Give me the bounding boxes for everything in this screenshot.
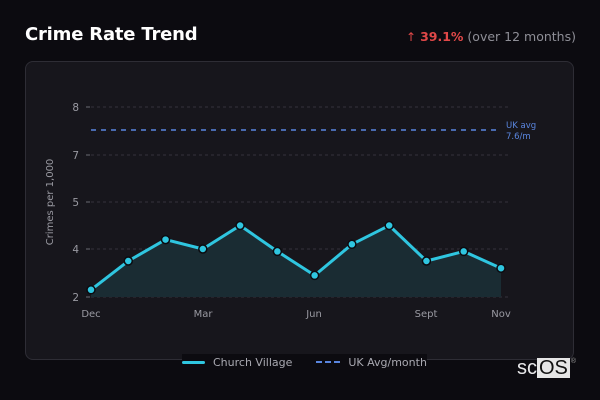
scos-logo: sc OS ®: [517, 358, 576, 378]
svg-text:5: 5: [72, 197, 79, 209]
change-summary: ↑ 39.1% (over 12 months): [406, 29, 576, 44]
data-point-nov[interactable]: [496, 263, 506, 273]
registered-mark-icon: ®: [570, 358, 577, 365]
data-point-jun[interactable]: [309, 270, 320, 281]
legend-item-church-village[interactable]: Church Village: [182, 356, 292, 369]
legend-label: Church Village: [213, 355, 293, 369]
legend-item-uk-avg[interactable]: UK Avg/month: [316, 356, 427, 369]
svg-text:8: 8: [72, 102, 79, 114]
logo-text-highlight: OS: [537, 357, 570, 379]
svg-text:4: 4: [72, 244, 79, 256]
data-point-may[interactable]: [272, 246, 283, 257]
logo-text: sc: [517, 357, 537, 379]
data-point-jul[interactable]: [347, 239, 357, 250]
y-axis-ticks: 2 4 5 7 8: [72, 102, 90, 304]
uk-avg-annotation-value: 7.6/m: [506, 132, 531, 142]
y-axis-label: Crimes per 1,000: [45, 159, 56, 246]
data-point-sept[interactable]: [421, 256, 432, 266]
data-point-feb[interactable]: [160, 234, 171, 245]
page-title: Crime Rate Trend: [25, 24, 198, 45]
chart-legend: Church Village UK Avg/month: [182, 354, 427, 370]
svg-text:Jun: Jun: [305, 309, 322, 320]
series-area-fill: [91, 225, 501, 297]
series-line-church-village: [90, 224, 502, 291]
change-percent: 39.1%: [420, 29, 464, 44]
data-point-mar[interactable]: [198, 244, 208, 254]
svg-text:Sept: Sept: [415, 309, 438, 320]
trend-up-icon: ↑: [406, 30, 417, 44]
x-axis-ticks: Dec Mar Jun Sept Nov: [81, 309, 511, 320]
dashed-line-icon: [316, 361, 341, 363]
data-point-oct[interactable]: [458, 246, 469, 257]
svg-text:7: 7: [72, 150, 79, 162]
data-point-aug[interactable]: [384, 220, 394, 231]
chart-card: [25, 61, 574, 360]
legend-label: UK Avg/month: [348, 355, 427, 369]
svg-text:2: 2: [72, 292, 79, 304]
data-point-apr[interactable]: [235, 220, 245, 231]
data-points: [86, 220, 506, 295]
solid-line-icon: [182, 360, 205, 364]
data-point-dec[interactable]: [86, 285, 96, 295]
svg-text:Mar: Mar: [194, 309, 214, 320]
uk-avg-annotation: UK avg: [506, 121, 536, 131]
svg-text:Nov: Nov: [491, 309, 511, 320]
svg-text:Dec: Dec: [81, 309, 100, 320]
data-point-jan[interactable]: [123, 256, 134, 266]
change-period: (over 12 months): [467, 29, 576, 44]
